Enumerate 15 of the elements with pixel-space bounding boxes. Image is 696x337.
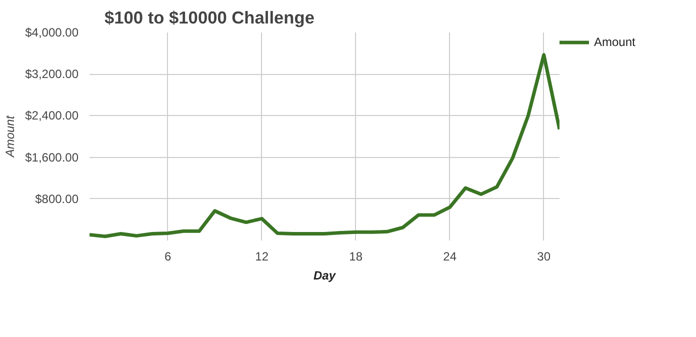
x-tick-label: 30 xyxy=(537,250,551,264)
y-tick-label: $3,200.00 xyxy=(25,67,79,82)
y-axis-title: Amount xyxy=(3,115,18,158)
x-axis-title: Day xyxy=(313,268,337,282)
line-series xyxy=(90,53,560,238)
chart-title: $100 to $10000 Challenge xyxy=(104,8,315,28)
y-tick-label: $800.00 xyxy=(35,192,79,206)
x-tick-label: 24 xyxy=(443,250,457,264)
x-tick-label: 6 xyxy=(164,250,172,264)
x-tick-label: 12 xyxy=(255,250,269,264)
legend-label: Amount xyxy=(594,35,636,49)
y-tick-label: $1,600.00 xyxy=(25,150,79,164)
x-tick-label: 18 xyxy=(349,250,363,264)
y-tick-label: $2,400.00 xyxy=(25,108,79,123)
y-tick-label: $4,000.00 xyxy=(25,26,79,40)
